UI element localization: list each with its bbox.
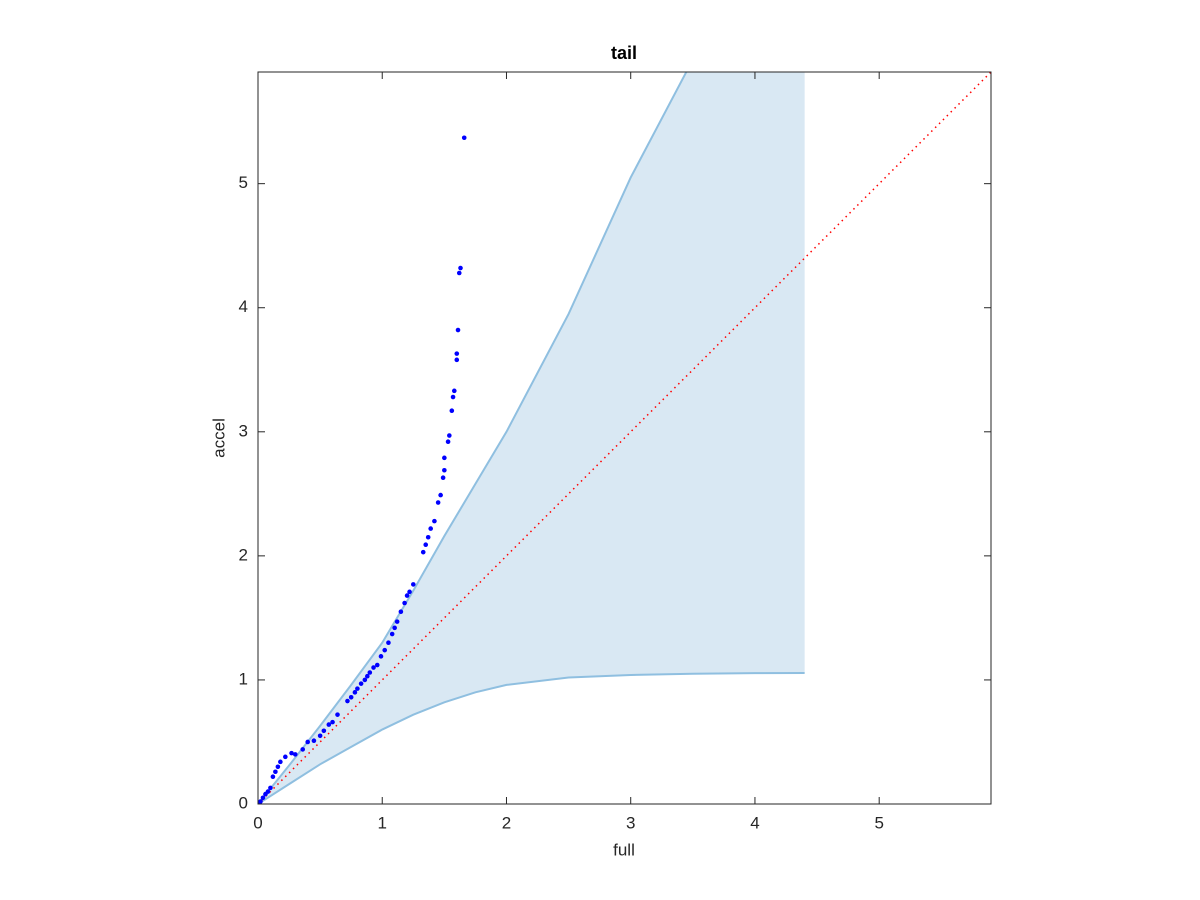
x-axis-label: full (613, 840, 635, 859)
x-tick-label: 5 (874, 813, 883, 832)
y-tick-label: 3 (239, 421, 248, 440)
point (432, 518, 437, 524)
point (454, 357, 460, 363)
point (407, 589, 412, 595)
point (358, 681, 364, 686)
point (283, 754, 288, 760)
point (440, 475, 446, 481)
point (355, 686, 360, 691)
point (428, 526, 433, 531)
point (367, 670, 373, 675)
point (435, 500, 441, 505)
point (445, 439, 451, 445)
point (386, 640, 391, 646)
point (278, 759, 283, 765)
point (461, 135, 467, 141)
point (454, 351, 460, 356)
point (352, 690, 358, 695)
point (371, 665, 376, 670)
point (458, 265, 463, 271)
point (335, 712, 340, 717)
point (348, 695, 354, 700)
point (305, 739, 310, 745)
y-tick-label: 4 (239, 297, 248, 316)
point (326, 722, 332, 727)
x-tick-label: 2 (502, 813, 511, 832)
x-tick-label: 4 (750, 813, 759, 832)
y-tick-label: 2 (239, 545, 248, 564)
point (456, 270, 462, 276)
point (447, 433, 452, 438)
point (311, 738, 317, 744)
point (402, 600, 407, 606)
point (389, 631, 395, 637)
point (378, 654, 384, 659)
band-lower (258, 671, 805, 804)
point (289, 750, 294, 756)
point (398, 609, 404, 614)
point (394, 619, 400, 624)
point (258, 799, 263, 804)
point (449, 408, 455, 414)
y-tick-label: 0 (239, 793, 248, 812)
point (273, 769, 278, 775)
point (292, 752, 298, 757)
x-tick-label: 0 (253, 813, 262, 832)
point (317, 733, 323, 739)
point (374, 662, 380, 668)
point (438, 492, 443, 498)
reference-line (258, 72, 991, 804)
point (300, 747, 306, 752)
point (392, 625, 397, 631)
point (410, 582, 416, 587)
point (420, 549, 426, 555)
y-axis-label: accel (209, 418, 228, 458)
point (270, 774, 276, 780)
point (450, 394, 456, 400)
plot-area (258, 72, 991, 804)
point (442, 455, 447, 461)
point (451, 388, 457, 394)
point (265, 789, 271, 794)
point (362, 677, 368, 683)
band-fill (258, 72, 805, 804)
point (425, 534, 431, 540)
point (442, 467, 447, 473)
point (423, 542, 429, 547)
x-tick-label: 3 (626, 813, 635, 832)
x-tick-label: 1 (378, 813, 387, 832)
point (382, 647, 388, 653)
point (345, 698, 350, 704)
point (260, 795, 266, 801)
band-upper (258, 72, 688, 804)
point (330, 719, 335, 725)
chart-title: tail (611, 43, 637, 63)
y-tick-label: 5 (239, 173, 248, 192)
axes-box (257, 71, 992, 805)
point (455, 327, 461, 333)
point (268, 785, 273, 791)
point (404, 593, 410, 598)
point (275, 764, 281, 770)
point (321, 728, 327, 734)
y-tick-label: 1 (239, 669, 248, 688)
point (365, 673, 370, 679)
